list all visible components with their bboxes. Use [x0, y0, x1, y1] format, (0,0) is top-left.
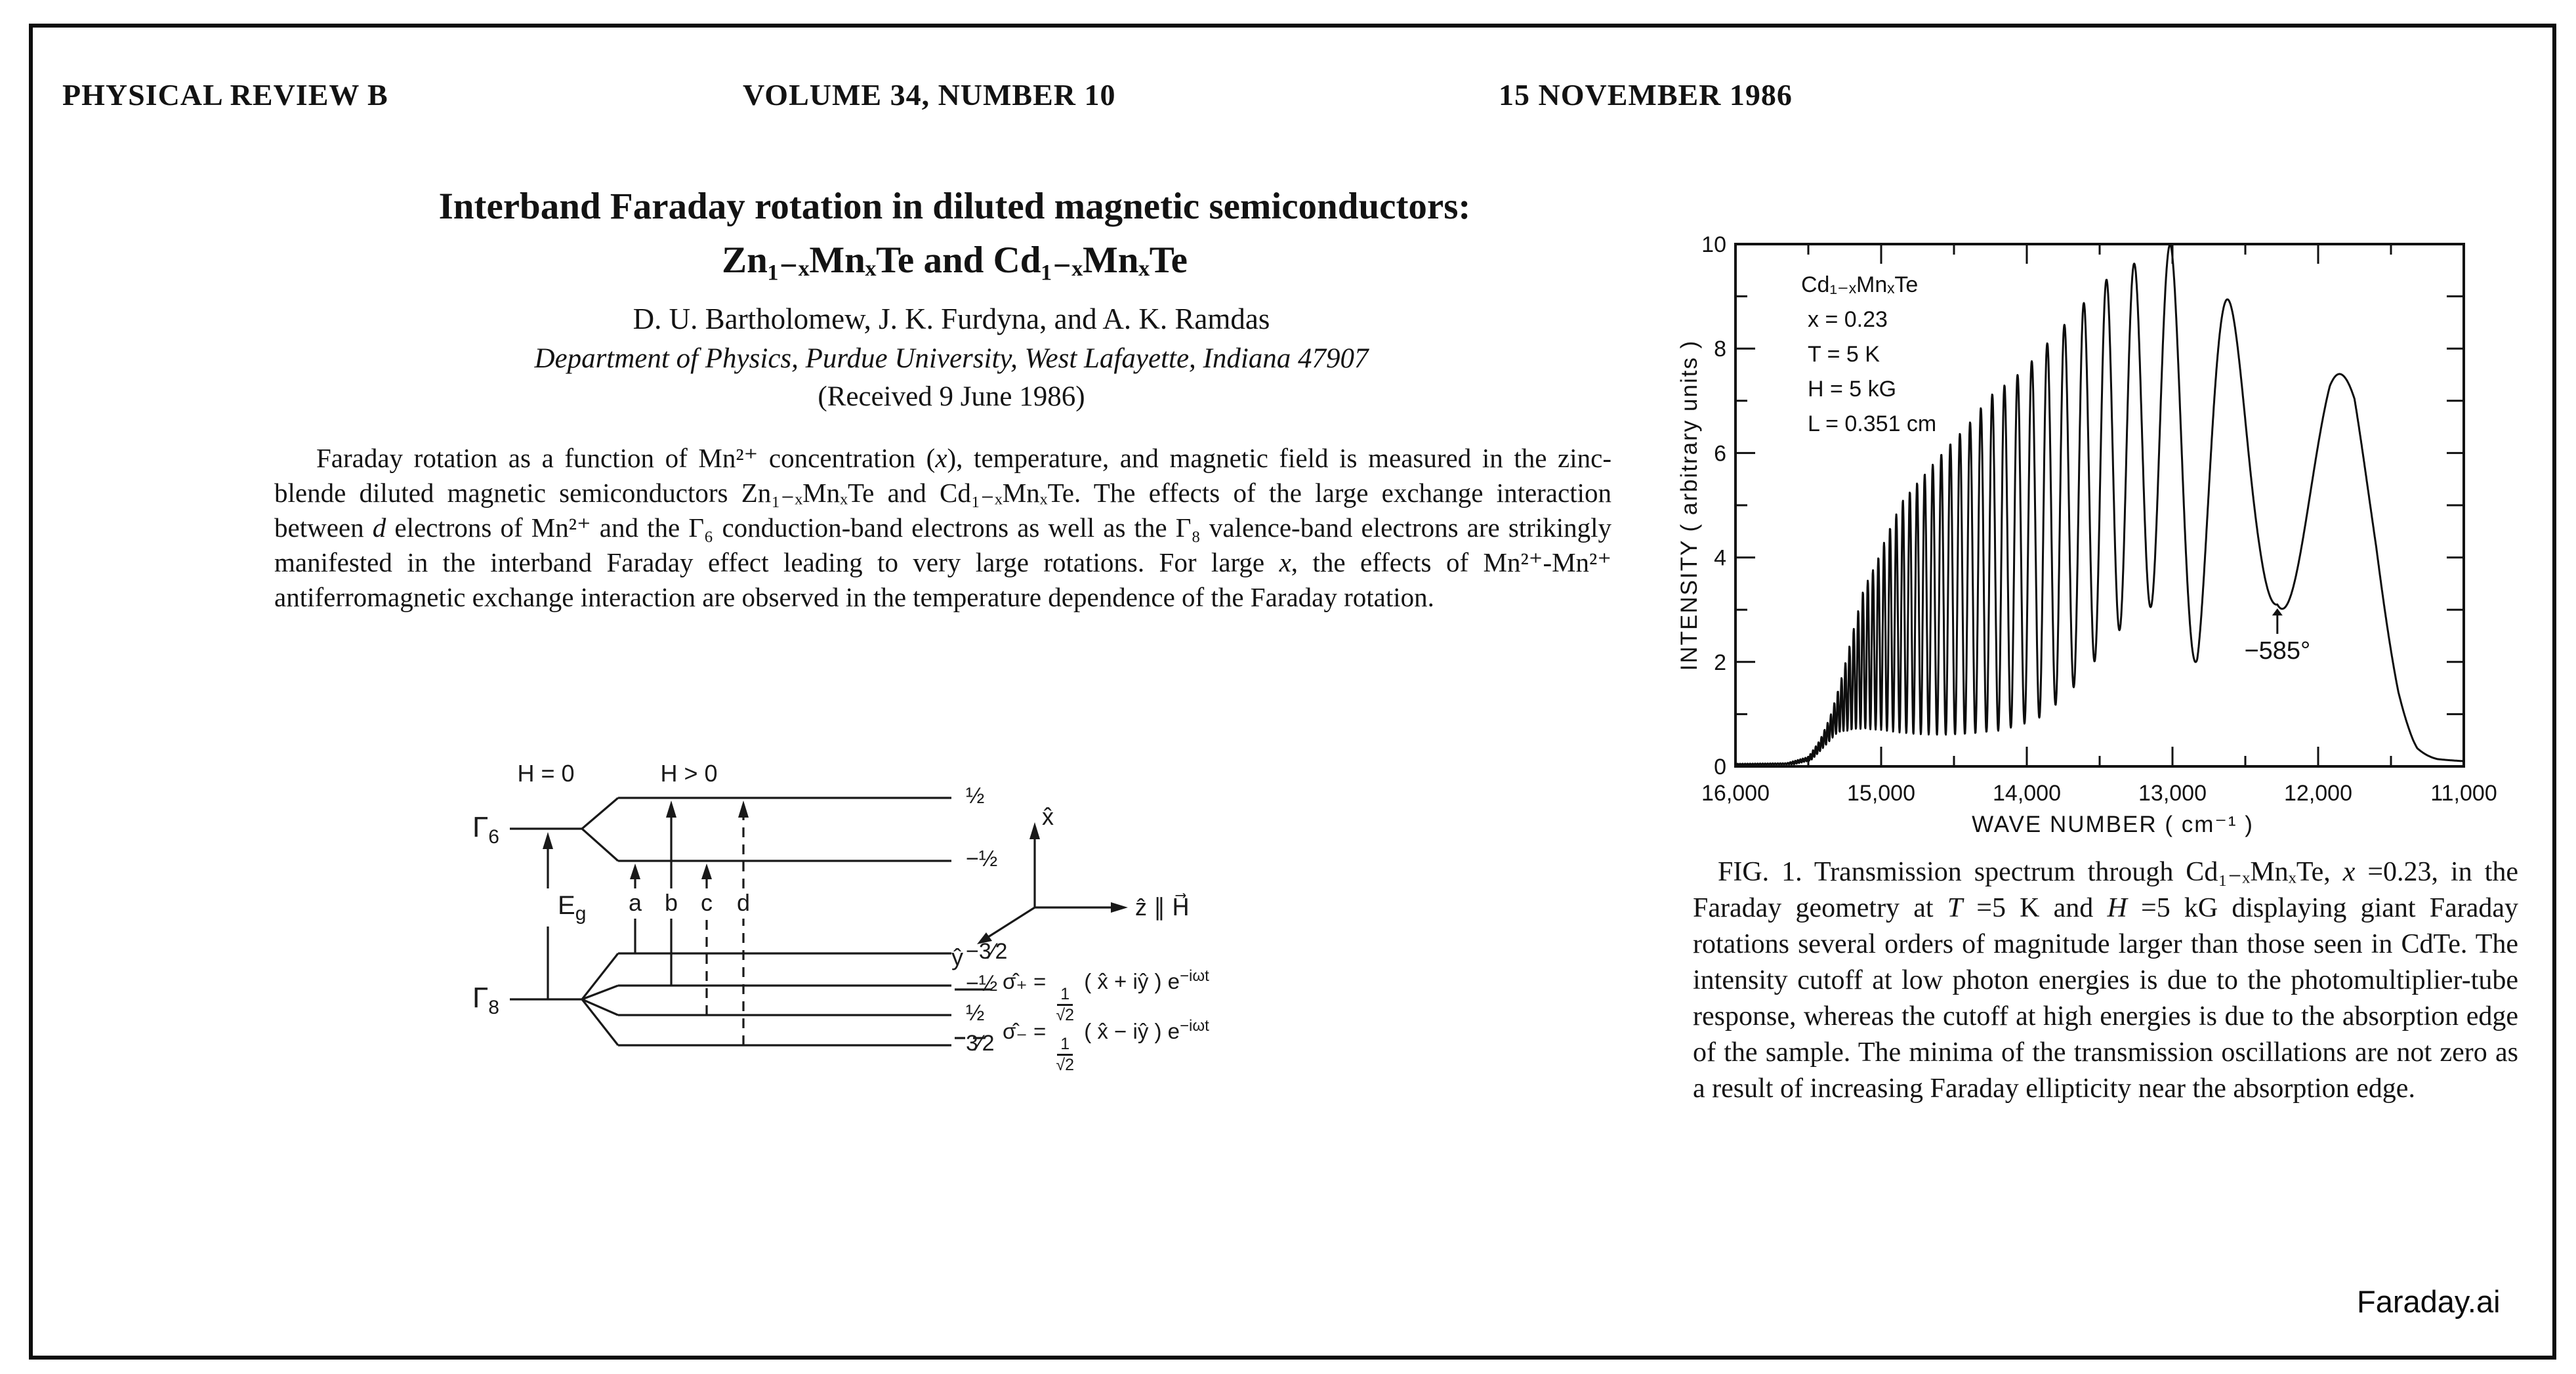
received-date: (Received 9 June 1986)	[818, 381, 1085, 412]
axis-ticks	[1734, 243, 2465, 768]
svg-text:15,000: 15,000	[1847, 781, 1915, 806]
article-title-line2: Zn₁₋ₓMnₓTe and Cd₁₋ₓMnₓTe	[722, 239, 1188, 281]
transition-b-label: b	[664, 889, 678, 916]
field-positive-label: H > 0	[660, 760, 718, 787]
svg-text:14,000: 14,000	[1993, 781, 2061, 806]
rotation-annotation: −585°	[2244, 608, 2310, 665]
article-title-line1: Interband Faraday rotation in diluted ma…	[438, 186, 1471, 227]
y-tick-labels: 0 2 4 6 8 10	[1701, 232, 1726, 780]
arrowheads	[543, 801, 1128, 944]
band-gap-label: Eg	[558, 891, 587, 925]
figure-caption: FIG. 1. Transmission spectrum through Cd…	[1693, 857, 2518, 1104]
chart-legend: Cd₁₋ₓMnₓTe x = 0.23 T = 5 K H = 5 kG L = 0.3…	[1801, 268, 1936, 442]
svg-text:13,000: 13,000	[2138, 781, 2207, 806]
svg-text:8: 8	[1714, 337, 1726, 362]
sigma-plus-formula: σ̂₊ = 1 √2 ( x̂ + iŷ ) e−iωt	[1003, 967, 1209, 1024]
level-label-g6-up: ½	[966, 783, 985, 808]
z-axis-parallel-H: ẑ ∥ H⃗	[1135, 894, 1190, 921]
volume-number: VOLUME 34, NUMBER 10	[743, 78, 1116, 112]
legend-line: H = 5 kG	[1808, 377, 1897, 402]
transmission-curve	[1734, 243, 2465, 766]
transition-a-label: a	[628, 889, 642, 916]
x-tick-labels: 16,000 15,000 14,000 13,000 12,000 11,000	[1701, 781, 2497, 806]
svg-text:11,000: 11,000	[2430, 781, 2497, 806]
x-axis-title: WAVE NUMBER ( cm⁻¹ )	[1972, 812, 2254, 837]
gamma8-label: Γ8	[472, 982, 499, 1018]
diagram-lines	[510, 797, 1128, 1047]
svg-text:12,000: 12,000	[2284, 781, 2352, 806]
legend-line: x = 0.23	[1808, 307, 1888, 332]
transmission-spectrum-chart: 16,000 15,000 14,000 13,000 12,000 11,000 0 2 4…	[1680, 217, 2513, 846]
gamma6-label: Γ6	[472, 811, 499, 848]
level-label-g6-down: −½	[966, 846, 998, 871]
legend-line: T = 5 K	[1808, 342, 1880, 367]
svg-text:16,000: 16,000	[1701, 781, 1770, 806]
x-axis-unit-vector: x̂	[1042, 803, 1054, 830]
issue-date: 15 NOVEMBER 1986	[1499, 78, 1793, 112]
level-label-g8-m32: −3⁄2	[966, 939, 1008, 964]
page-border	[29, 24, 2556, 1360]
svg-text:0: 0	[1714, 755, 1726, 780]
transition-c-label: c	[701, 889, 713, 916]
level-label-g8-m12: −½	[966, 971, 998, 996]
authors: D. U. Bartholomew, J. K. Furdyna, and A.…	[633, 302, 1270, 335]
svg-text:10: 10	[1701, 232, 1726, 257]
rotation-annotation-text: −585°	[2244, 637, 2310, 665]
journal-name: PHYSICAL REVIEW B	[62, 78, 388, 112]
energy-level-diagram: H = 0 H > 0 Γ6 Γ8 Eg a b c d ½ −½ −3⁄2 −…	[446, 748, 1411, 1293]
legend-line: L = 0.351 cm	[1808, 411, 1937, 436]
svg-text:6: 6	[1714, 441, 1726, 466]
sigma-minus-formula: σ̂₋ = 1 √2 ( x̂ − iŷ ) e−iωt	[1003, 1017, 1209, 1074]
svg-text:2: 2	[1714, 650, 1726, 675]
affiliation: Department of Physics, Purdue University…	[534, 343, 1369, 374]
legend-line: Cd₁₋ₓMnₓTe	[1801, 272, 1919, 297]
abstract: Faraday rotation as a function of Mn²⁺ c…	[274, 443, 1612, 612]
level-label-g8-p12: ½	[966, 1001, 985, 1026]
watermark: Faraday.ai	[2357, 1284, 2501, 1319]
chart-canvas: 16,000 15,000 14,000 13,000 12,000 11,000 0 2 4…	[1680, 232, 2497, 837]
svg-text:4: 4	[1714, 546, 1726, 571]
transition-d-label: d	[736, 889, 751, 916]
field-zero-label: H = 0	[517, 760, 575, 787]
level-label-g8-p32: 3⁄2	[966, 1031, 995, 1056]
y-axis-unit-vector: ŷ	[951, 944, 963, 970]
y-axis-title: INTENSITY ( arbitrary units )	[1680, 340, 1702, 671]
